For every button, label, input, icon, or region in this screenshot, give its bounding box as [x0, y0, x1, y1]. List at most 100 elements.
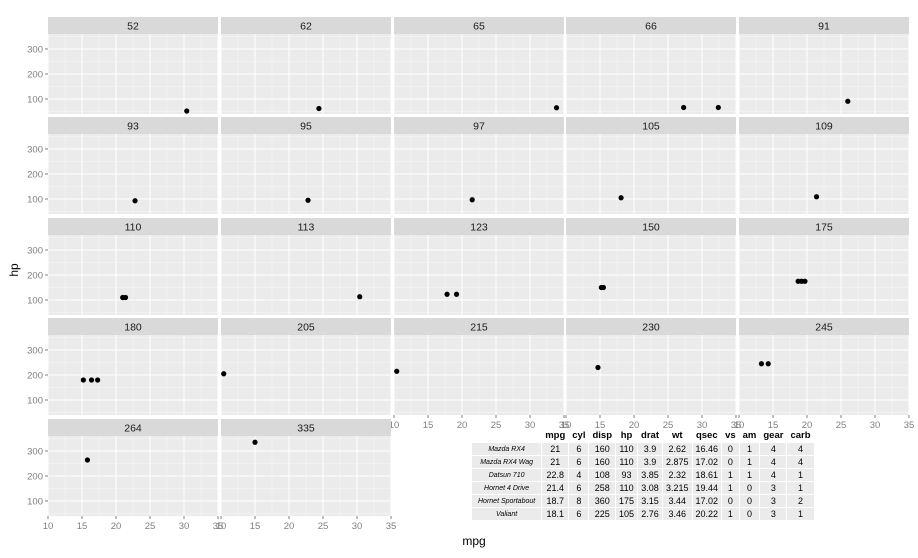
facet-strip — [48, 117, 218, 134]
table-cell: 0 — [739, 495, 760, 507]
row-name: Mazda RX4 — [472, 443, 542, 455]
table-cell: 1 — [739, 456, 760, 468]
table-column-header: gear — [763, 430, 784, 441]
x-tick-label: 20 — [802, 420, 813, 431]
table-row: Datsun 710 22.8 4 108 93 3.85 2.32 18.61 1 1 4 1 — [472, 469, 814, 481]
table-cell: 3.9 — [638, 443, 662, 455]
y-tick-label: 200 — [27, 170, 43, 181]
x-tick-label: 15 — [77, 521, 88, 532]
table-row: Valiant 18.1 6 225 105 2.76 3.46 20.22 1 0 3 1 — [472, 508, 814, 520]
x-tick-label: 20 — [457, 420, 468, 431]
table-cell: 16.46 — [692, 443, 722, 455]
facet-panel-150: 150 — [565, 218, 737, 315]
x-tick-label: 10 — [43, 521, 54, 532]
facet-strip-label: 180 — [124, 322, 142, 334]
facet-strip — [221, 117, 391, 134]
table-cell: 4 — [569, 469, 589, 481]
facet-strip-label: 91 — [818, 21, 830, 33]
table-cell: 2.76 — [638, 508, 662, 520]
x-tick-label: 30 — [525, 420, 536, 431]
table-cell: 4 — [760, 469, 787, 481]
table-cell: 18.61 — [692, 469, 722, 481]
y-tick-label: 200 — [27, 472, 43, 483]
data-point — [758, 361, 765, 367]
table-cell: 1 — [722, 469, 739, 481]
table-cell: 2.62 — [663, 443, 692, 455]
facet-panel-95: 95 — [220, 117, 392, 214]
facet-strip — [739, 117, 909, 134]
x-tick-label: 10 — [216, 521, 227, 532]
x-tick-label: 35 — [731, 420, 742, 431]
facet-panel-180: 180 100 200 300 — [27, 318, 219, 415]
table-column-header: vs — [725, 430, 736, 441]
x-tick-label: 30 — [697, 420, 708, 431]
facet-strip — [394, 218, 564, 235]
facet-strip-label: 175 — [815, 222, 833, 234]
x-tick-label: 15 — [250, 521, 261, 532]
table-cell: 360 — [589, 495, 616, 507]
y-tick-label: 200 — [27, 371, 43, 382]
facet-strip — [739, 218, 909, 235]
data-point — [618, 195, 624, 201]
facet-strip-label: 65 — [473, 21, 485, 33]
y-tick-label: 100 — [27, 497, 43, 508]
facet-strip — [739, 318, 909, 335]
x-tick-label: 20 — [284, 521, 295, 532]
data-point — [598, 284, 604, 291]
data-point — [444, 291, 450, 297]
y-tick-label: 300 — [27, 246, 43, 257]
data-point — [681, 104, 687, 111]
x-tick-label: 15 — [423, 420, 434, 431]
data-point — [305, 197, 311, 203]
table-cell: 1 — [787, 469, 814, 481]
facet-strip-label: 205 — [297, 322, 315, 334]
data-point — [595, 364, 601, 371]
table-row: Mazda RX4 21 6 160 110 3.9 2.62 16.46 0 1 4 4 — [472, 443, 814, 455]
facet-panel-215: 215 10 15 20 25 30 35 — [389, 318, 569, 431]
facet-strip — [566, 218, 736, 235]
facet-strip — [221, 17, 391, 34]
table-cell: 17.02 — [692, 456, 722, 468]
y-tick-label: 300 — [27, 447, 43, 458]
data-point — [184, 108, 190, 114]
table-cell: 1 — [722, 482, 739, 494]
facet-panel-230: 230 10 15 20 25 30 35 — [561, 318, 742, 431]
data-point — [84, 457, 91, 463]
table-cell: 225 — [589, 508, 616, 520]
facet-strip-label: 109 — [815, 121, 833, 133]
facet-strip-label: 52 — [127, 21, 139, 33]
table-column-header: carb — [790, 430, 811, 441]
table-cell: 0 — [739, 482, 760, 494]
facet-strip — [48, 318, 218, 335]
data-point — [469, 197, 475, 203]
table-cell: 20.22 — [692, 508, 722, 520]
table-cell: 3.9 — [638, 456, 662, 468]
x-tick-label: 30 — [352, 521, 363, 532]
facet-strip-label: 215 — [470, 322, 488, 334]
x-tick-label: 20 — [111, 521, 122, 532]
table-column-header: drat — [641, 430, 659, 441]
x-tick-label: 30 — [870, 420, 881, 431]
x-tick-label: 25 — [663, 420, 674, 431]
table-cell: 8 — [569, 495, 589, 507]
table-cell: 1 — [787, 508, 814, 520]
data-point — [122, 294, 129, 301]
table-cell: 2.32 — [663, 469, 692, 481]
y-tick-label: 200 — [27, 70, 43, 81]
table-cell: 3.44 — [663, 495, 692, 507]
table-cell: 18.1 — [542, 508, 569, 520]
facet-panel-245: 245 10 15 20 25 30 35 — [734, 318, 914, 431]
table-cell: 105 — [616, 508, 638, 520]
table-cell: 160 — [589, 443, 616, 455]
facet-panel-91: 91 — [738, 17, 910, 114]
table-cell: 2.875 — [663, 456, 692, 468]
table-cell: 3 — [760, 482, 787, 494]
data-point — [553, 105, 560, 111]
table-cell: 3.46 — [663, 508, 692, 520]
facet-strip-label: 150 — [642, 222, 660, 234]
data-point — [715, 104, 721, 111]
data-point — [765, 361, 771, 367]
table-cell: 21 — [542, 443, 569, 455]
facet-strip-label: 62 — [300, 21, 312, 33]
